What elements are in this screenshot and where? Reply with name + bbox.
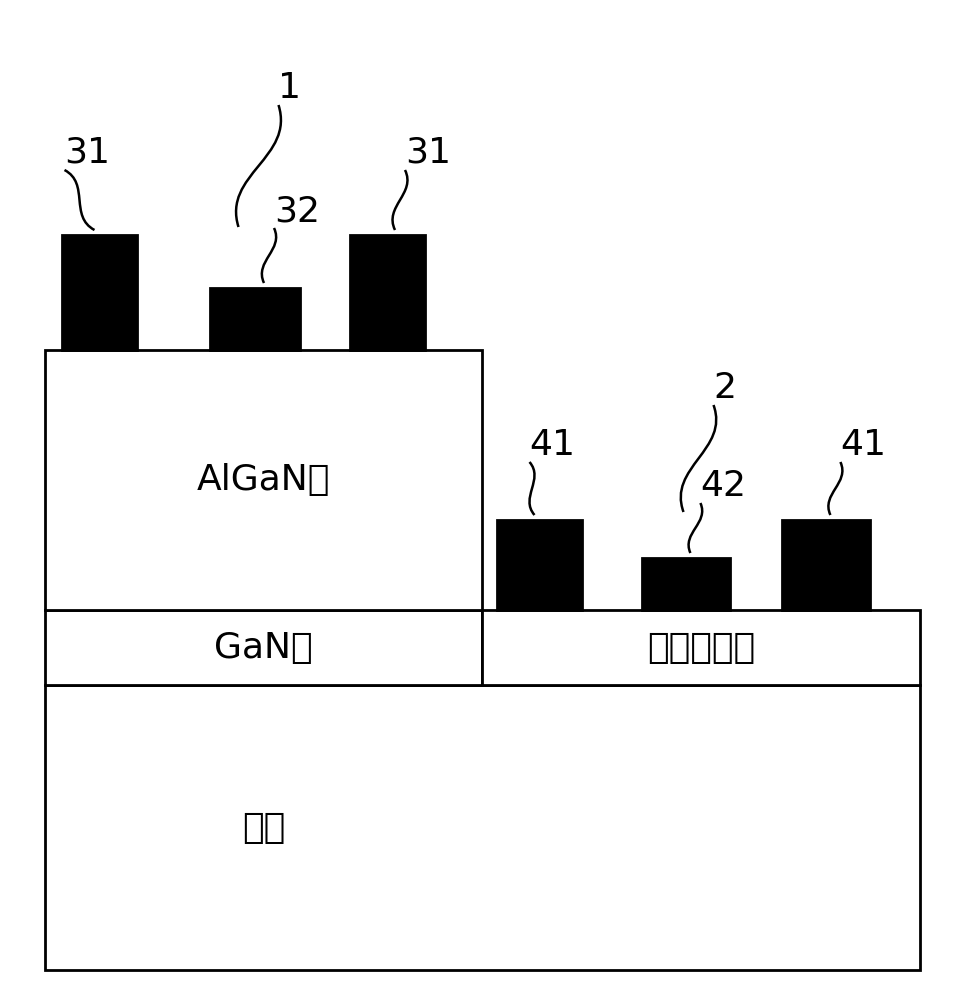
- Bar: [45, 350, 482, 610]
- Text: 41: 41: [530, 428, 575, 462]
- Bar: [210, 288, 300, 350]
- Bar: [62, 235, 137, 350]
- Text: 32: 32: [274, 194, 320, 228]
- Bar: [45, 685, 920, 970]
- Text: 31: 31: [65, 136, 111, 170]
- Text: 31: 31: [405, 136, 451, 170]
- Bar: [782, 520, 870, 610]
- Text: 42: 42: [701, 469, 746, 503]
- Bar: [497, 520, 582, 610]
- Text: 2: 2: [713, 371, 736, 405]
- Text: GaN层: GaN层: [214, 631, 313, 664]
- Text: 1: 1: [279, 71, 301, 105]
- Text: AlGaN层: AlGaN层: [197, 463, 330, 497]
- Text: 41: 41: [841, 428, 887, 462]
- Bar: [482, 610, 920, 685]
- Text: 二维材料层: 二维材料层: [647, 631, 755, 664]
- Bar: [350, 235, 425, 350]
- Bar: [45, 610, 482, 685]
- Text: 衬底: 衬底: [242, 810, 285, 844]
- Bar: [642, 558, 730, 610]
